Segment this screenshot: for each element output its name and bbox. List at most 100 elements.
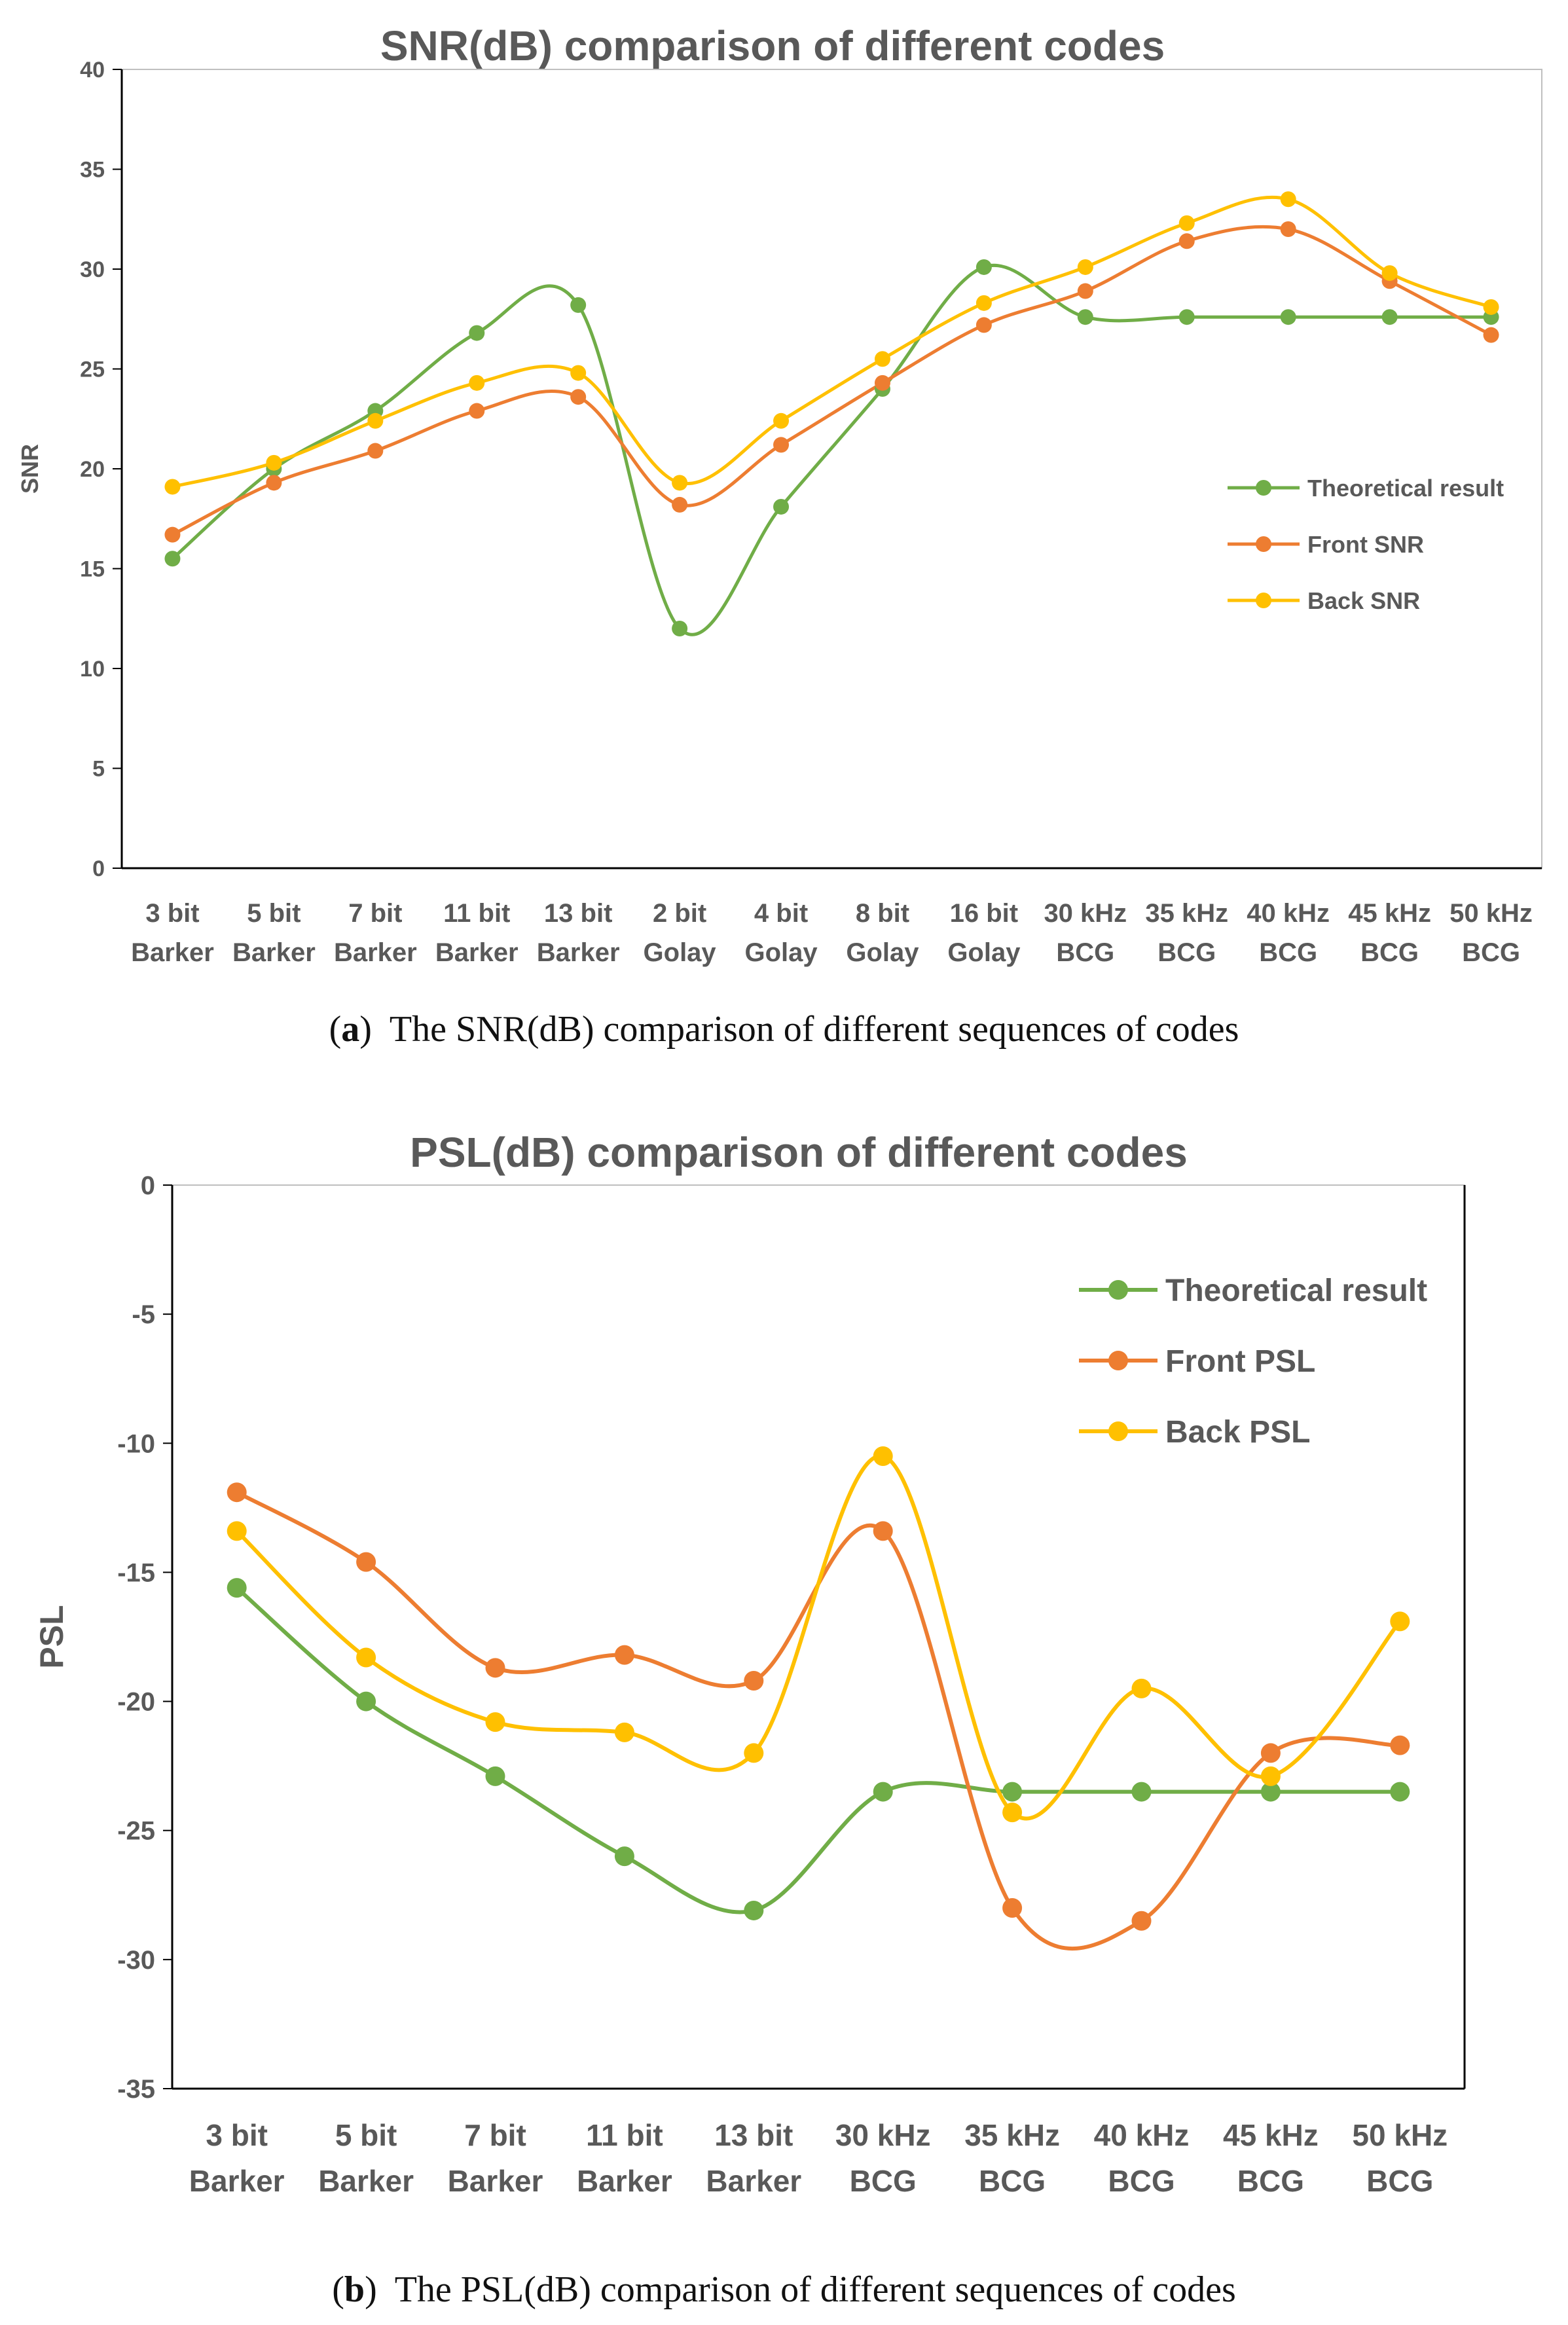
psl-point-theoretical-result <box>614 1846 634 1867</box>
snr-point-front-snr <box>266 475 282 491</box>
snr-y-tick-label: 15 <box>80 557 105 582</box>
snr-y-tick-label: 0 <box>92 856 105 881</box>
snr-category-label: 16 bit Golay <box>947 899 1021 967</box>
caption-a-label: a <box>341 1009 360 1050</box>
psl-category-line-2: Barker <box>706 2164 801 2198</box>
psl-category-label: 3 bit Barker <box>189 2118 285 2198</box>
snr-y-tick-label: 40 <box>80 58 105 82</box>
psl-legend-label: Front PSL <box>1165 1344 1315 1379</box>
psl-category-line-1: 3 bit <box>206 2118 268 2152</box>
snr-chart-title: SNR(dB) comparison of different codes <box>380 22 1165 69</box>
snr-point-back-snr <box>1280 191 1296 208</box>
snr-category-line-1: 16 bit <box>950 899 1018 928</box>
snr-category-line-2: BCG <box>1259 938 1317 967</box>
snr-point-front-snr <box>773 437 790 453</box>
psl-point-back-psl <box>873 1446 893 1466</box>
snr-point-theoretical-result <box>1178 309 1195 325</box>
snr-category-label: 50 kHz BCG <box>1449 899 1533 967</box>
snr-category-line-1: 3 bit <box>145 899 199 928</box>
psl-category-line-1: 40 kHz <box>1094 2118 1190 2152</box>
snr-category-line-2: BCG <box>1158 938 1216 967</box>
snr-category-label: 35 kHz BCG <box>1145 899 1228 967</box>
snr-category-line-2: Barker <box>334 938 417 967</box>
psl-point-back-psl <box>744 1743 764 1763</box>
psl-point-back-psl <box>1131 1678 1152 1698</box>
snr-category-line-2: BCG <box>1056 938 1114 967</box>
snr-point-theoretical-result <box>469 325 485 341</box>
psl-point-front-psl <box>1002 1898 1023 1918</box>
snr-plot-frame <box>121 69 1542 869</box>
snr-legend-label: Front SNR <box>1307 531 1424 558</box>
snr-category-line-2: Barker <box>537 938 620 967</box>
psl-point-theoretical-result <box>744 1900 764 1920</box>
psl-point-front-psl <box>485 1658 505 1678</box>
psl-point-front-psl <box>356 1552 376 1572</box>
psl-point-front-psl <box>744 1671 764 1691</box>
snr-y-tick-label: 20 <box>80 457 105 482</box>
psl-point-back-psl <box>1260 1766 1281 1786</box>
psl-point-back-psl <box>614 1722 634 1742</box>
snr-point-theoretical-result <box>1381 309 1398 325</box>
snr-point-front-snr <box>975 317 992 333</box>
psl-series-line-back-psl <box>234 1454 1402 1821</box>
snr-category-line-1: 30 kHz <box>1044 899 1127 928</box>
psl-point-back-psl <box>356 1647 376 1668</box>
psl-legend-marker <box>1108 1351 1128 1370</box>
snr-category-line-1: 50 kHz <box>1449 899 1533 928</box>
psl-point-theoretical-result <box>873 1782 893 1802</box>
psl-y-axis-label: PSL <box>33 1605 70 1668</box>
snr-point-theoretical-result <box>164 551 181 567</box>
psl-category-line-2: Barker <box>577 2164 672 2198</box>
psl-legend-marker <box>1108 1421 1128 1441</box>
snr-category-line-2: Golay <box>744 938 818 967</box>
snr-category-line-1: 5 bit <box>247 899 301 928</box>
psl-category-label: 5 bit Barker <box>318 2118 414 2198</box>
snr-category-line-1: 45 kHz <box>1348 899 1431 928</box>
snr-category-line-2: BCG <box>1462 938 1520 967</box>
psl-category-line-2: BCG <box>1108 2164 1175 2198</box>
figure-a: SNR(dB) comparison of different codes 0 5 1… <box>0 0 1568 1087</box>
snr-point-front-snr <box>672 496 688 513</box>
psl-point-theoretical-result <box>485 1766 505 1786</box>
psl-category-line-2: Barker <box>448 2164 543 2198</box>
snr-point-back-snr <box>266 454 282 471</box>
snr-point-back-snr <box>975 295 992 311</box>
psl-point-front-psl <box>873 1521 893 1541</box>
psl-point-theoretical-result <box>1260 1782 1281 1802</box>
snr-category-line-1: 13 bit <box>544 899 612 928</box>
snr-category-line-1: 4 bit <box>754 899 808 928</box>
psl-legend-label: Back PSL <box>1165 1415 1310 1450</box>
snr-category-line-2: Barker <box>435 938 519 967</box>
snr-category-line-1: 11 bit <box>443 899 510 928</box>
psl-category-line-2: Barker <box>318 2164 414 2198</box>
psl-point-theoretical-result <box>1390 1782 1410 1802</box>
snr-point-front-snr <box>1077 283 1093 299</box>
psl-category-label: 35 kHz BCG <box>964 2118 1060 2198</box>
psl-category-label: 50 kHz BCG <box>1352 2118 1448 2198</box>
caption-b-label: b <box>344 2269 365 2310</box>
snr-category-label: 30 kHz BCG <box>1044 899 1127 967</box>
psl-category-label: 13 bit Barker <box>706 2118 801 2198</box>
snr-point-theoretical-result <box>1077 309 1093 325</box>
snr-point-back-snr <box>773 412 790 429</box>
snr-point-back-snr <box>469 375 485 391</box>
snr-y-tick-label: 5 <box>92 757 105 782</box>
psl-category-label: 45 kHz BCG <box>1223 2118 1319 2198</box>
psl-category-line-2: Barker <box>189 2164 285 2198</box>
psl-point-back-psl <box>227 1521 247 1541</box>
snr-y-tick-label: 35 <box>80 158 105 183</box>
snr-point-theoretical-result <box>975 259 992 275</box>
snr-chart: SNR(dB) comparison of different codes 0 5 1… <box>16 22 1542 967</box>
snr-point-front-snr <box>1280 221 1296 237</box>
psl-chart: PSL(dB) comparison of different codes 0 -5… <box>33 1129 1466 2198</box>
psl-category-line-2: BCG <box>850 2164 917 2198</box>
psl-point-theoretical-result <box>1131 1782 1152 1802</box>
psl-category-label: 7 bit Barker <box>448 2118 543 2198</box>
psl-point-back-psl <box>1002 1803 1023 1823</box>
snr-point-back-snr <box>367 412 384 429</box>
psl-y-tick-label: -35 <box>117 2075 155 2104</box>
snr-point-back-snr <box>874 351 890 367</box>
snr-y-tick-label: 30 <box>80 257 105 282</box>
psl-category-line-2: BCG <box>1237 2164 1304 2198</box>
psl-y-tick-label: -10 <box>117 1429 155 1458</box>
